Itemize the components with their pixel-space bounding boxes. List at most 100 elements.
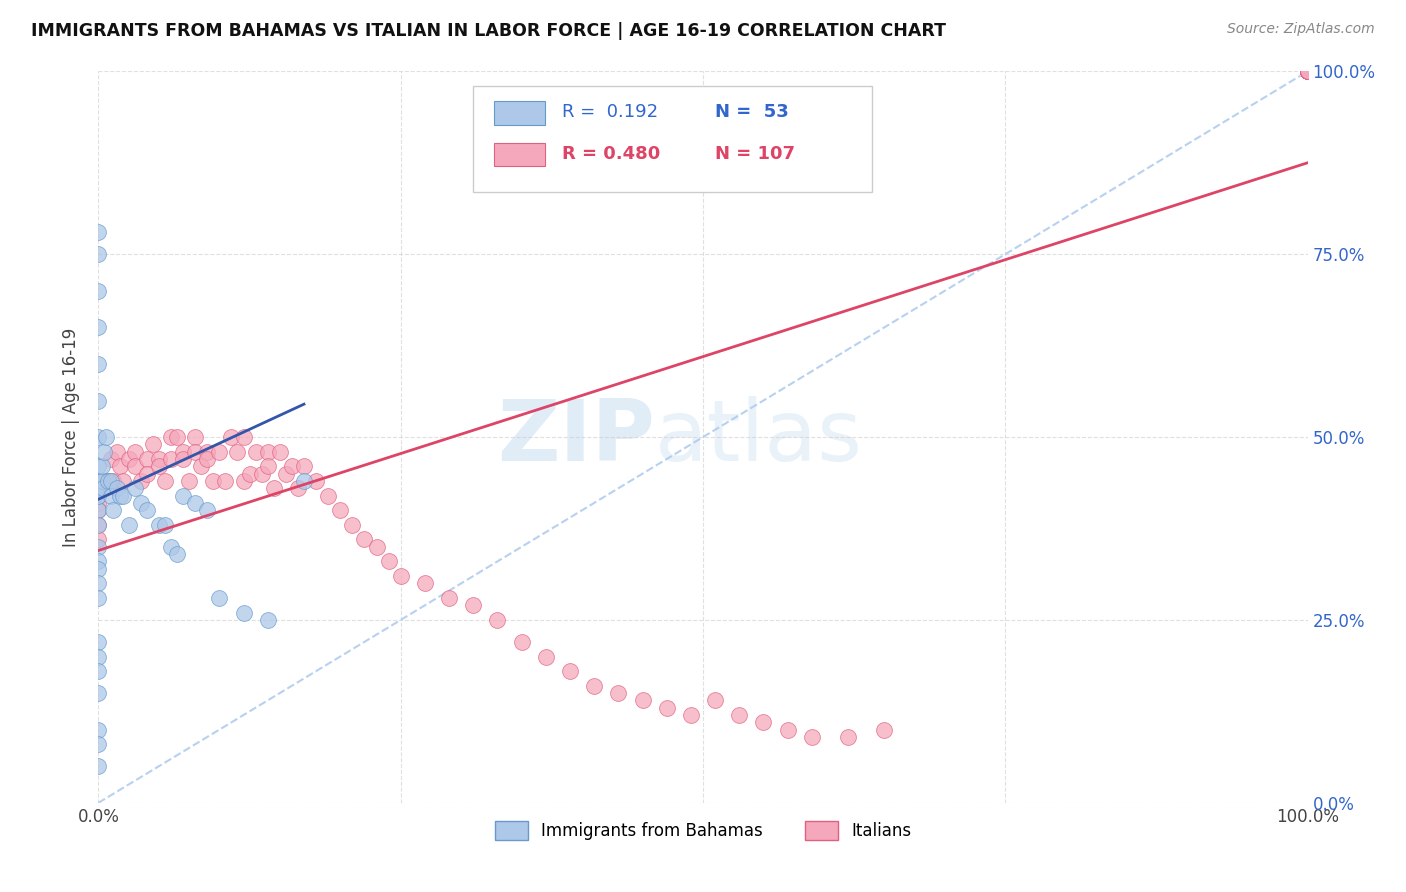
Text: IMMIGRANTS FROM BAHAMAS VS ITALIAN IN LABOR FORCE | AGE 16-19 CORRELATION CHART: IMMIGRANTS FROM BAHAMAS VS ITALIAN IN LA…	[31, 22, 946, 40]
Point	[93, 474, 115, 488]
Point	[245, 444, 267, 458]
Point	[1296, 64, 1319, 78]
Point	[1296, 64, 1319, 78]
Point	[129, 496, 152, 510]
Point	[583, 679, 606, 693]
Point	[87, 517, 110, 532]
Point	[221, 430, 243, 444]
Point	[91, 474, 114, 488]
Point	[148, 517, 170, 532]
Point	[97, 474, 120, 488]
Point	[87, 284, 110, 298]
Point	[226, 444, 249, 458]
Point	[281, 459, 304, 474]
Point	[184, 444, 207, 458]
Point	[1296, 64, 1319, 78]
Point	[87, 576, 110, 591]
Point	[1296, 64, 1319, 78]
Point	[1296, 64, 1319, 78]
Point	[94, 430, 117, 444]
Point	[1296, 64, 1319, 78]
Point	[274, 467, 297, 481]
Point	[87, 357, 110, 371]
Point	[87, 430, 110, 444]
Point	[1296, 64, 1319, 78]
Point	[87, 664, 110, 678]
Point	[111, 489, 134, 503]
Point	[124, 459, 146, 474]
Point	[91, 459, 114, 474]
Point	[232, 606, 254, 620]
Point	[1296, 64, 1319, 78]
Point	[87, 723, 110, 737]
Text: R =  0.192: R = 0.192	[561, 103, 658, 120]
Point	[160, 430, 183, 444]
Point	[118, 517, 141, 532]
Point	[292, 474, 315, 488]
Point	[1296, 64, 1319, 78]
Point	[108, 489, 131, 503]
Point	[1296, 64, 1319, 78]
Point	[329, 503, 352, 517]
Point	[1296, 64, 1319, 78]
Point	[100, 489, 122, 503]
Point	[190, 459, 212, 474]
Point	[142, 437, 165, 451]
Bar	[494, 102, 544, 125]
Point	[100, 474, 122, 488]
Point	[208, 444, 231, 458]
Point	[366, 540, 388, 554]
Point	[166, 430, 188, 444]
Point	[873, 723, 896, 737]
Point	[135, 467, 157, 481]
Point	[1296, 64, 1319, 78]
Point	[172, 452, 194, 467]
Point	[135, 452, 157, 467]
Point	[1296, 64, 1319, 78]
Point	[486, 613, 509, 627]
Point	[87, 489, 110, 503]
Point	[87, 649, 110, 664]
Point	[263, 481, 285, 495]
Point	[1296, 64, 1319, 78]
Point	[232, 474, 254, 488]
Point	[800, 730, 823, 744]
Point	[172, 444, 194, 458]
Point	[87, 503, 110, 517]
Point	[166, 547, 188, 561]
Point	[377, 554, 399, 568]
Point	[287, 481, 309, 495]
Point	[87, 393, 110, 408]
Point	[87, 533, 110, 547]
Point	[87, 737, 110, 751]
Point	[87, 459, 110, 474]
Point	[87, 517, 110, 532]
Point	[214, 474, 236, 488]
Point	[87, 540, 110, 554]
Point	[101, 503, 124, 517]
Point	[1296, 64, 1319, 78]
Point	[239, 467, 262, 481]
Point	[256, 444, 278, 458]
Point	[87, 635, 110, 649]
Point	[316, 489, 339, 503]
Point	[256, 459, 278, 474]
Point	[87, 562, 110, 576]
Point	[1296, 64, 1319, 78]
Point	[124, 481, 146, 495]
Point	[195, 503, 218, 517]
Point	[413, 576, 436, 591]
Text: atlas: atlas	[655, 395, 863, 479]
Point	[124, 444, 146, 458]
Point	[342, 517, 364, 532]
Point	[655, 700, 678, 714]
Text: Source: ZipAtlas.com: Source: ZipAtlas.com	[1227, 22, 1375, 37]
Point	[160, 452, 183, 467]
Point	[1296, 64, 1319, 78]
Point	[1296, 64, 1319, 78]
Point	[250, 467, 273, 481]
Point	[704, 693, 727, 707]
Point	[1296, 64, 1319, 78]
Point	[87, 503, 110, 517]
Point	[172, 489, 194, 503]
